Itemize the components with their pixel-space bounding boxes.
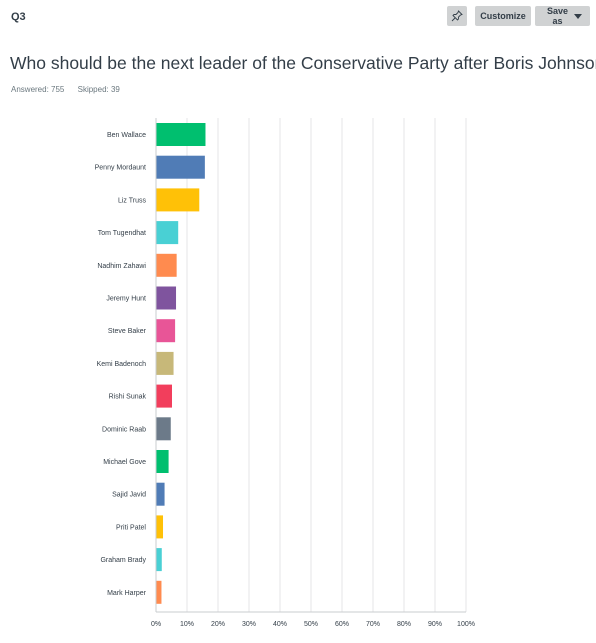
- bar[interactable]: [156, 319, 176, 343]
- x-tick-label: 40%: [273, 621, 287, 628]
- x-tick-label: 100%: [457, 621, 475, 628]
- bar[interactable]: [156, 286, 177, 310]
- x-tick-label: 80%: [397, 621, 411, 628]
- x-tick-label: 20%: [211, 621, 225, 628]
- x-tick-label: 90%: [428, 621, 442, 628]
- customize-button[interactable]: Customize: [475, 6, 531, 26]
- toolbar: Customize Save as: [447, 6, 590, 26]
- bar[interactable]: [156, 450, 169, 473]
- bar[interactable]: [156, 188, 200, 212]
- response-stats: Answered: 755 Skipped: 39: [11, 85, 131, 94]
- category-label: Rishi Sunak: [109, 394, 147, 401]
- category-label: Graham Brady: [100, 557, 146, 564]
- bar[interactable]: [156, 548, 162, 572]
- chevron-down-icon: [574, 13, 582, 19]
- bar[interactable]: [156, 515, 164, 539]
- x-tick-label: 60%: [335, 621, 349, 628]
- answered-count: Answered: 755: [11, 85, 65, 94]
- chart-x-ticks: 0% 10% 20% 30% 40% 50% 60% 70% 80% 90% 100%: [151, 621, 475, 628]
- bar[interactable]: [156, 580, 162, 604]
- bar[interactable]: [156, 221, 179, 245]
- x-tick-label: 10%: [180, 621, 194, 628]
- bar[interactable]: [156, 384, 173, 408]
- bar[interactable]: [156, 155, 205, 179]
- category-label: Sajid Javid: [112, 492, 146, 499]
- category-label: Ben Wallace: [107, 132, 146, 139]
- bar[interactable]: [156, 123, 206, 146]
- category-label: Liz Truss: [118, 197, 147, 204]
- save-as-label: Save as: [546, 6, 569, 26]
- bar[interactable]: [156, 417, 171, 441]
- category-label: Priti Patel: [116, 524, 146, 531]
- pin-icon: [451, 10, 463, 22]
- x-tick-label: 70%: [366, 621, 380, 628]
- question-number: Q3: [11, 11, 26, 23]
- x-tick-label: 50%: [304, 621, 318, 628]
- pin-button[interactable]: [447, 6, 467, 26]
- category-label: Nadhim Zahawi: [97, 263, 146, 270]
- chart-category-labels: Ben Wallace Penny Mordaunt Liz Truss Tom Tu…: [95, 132, 147, 597]
- category-label: Tom Tugendhat: [98, 230, 146, 237]
- x-tick-label: 30%: [242, 621, 256, 628]
- chart-bars: [156, 123, 206, 604]
- category-label: Jeremy Hunt: [106, 296, 146, 303]
- category-label: Mark Harper: [107, 590, 147, 597]
- question-title: Who should be the next leader of the Con…: [10, 53, 596, 73]
- chart-grid: [155, 118, 467, 613]
- bar[interactable]: [156, 253, 177, 277]
- category-label: Kemi Badenoch: [97, 361, 147, 368]
- bar[interactable]: [156, 482, 165, 506]
- x-tick-label: 0%: [151, 621, 161, 628]
- category-label: Steve Baker: [108, 328, 147, 335]
- bar[interactable]: [156, 351, 174, 375]
- save-as-button[interactable]: Save as: [535, 6, 590, 26]
- category-label: Penny Mordaunt: [95, 165, 146, 172]
- category-label: Michael Gove: [103, 459, 146, 466]
- category-label: Dominic Raab: [102, 426, 146, 433]
- skipped-count: Skipped: 39: [77, 85, 120, 94]
